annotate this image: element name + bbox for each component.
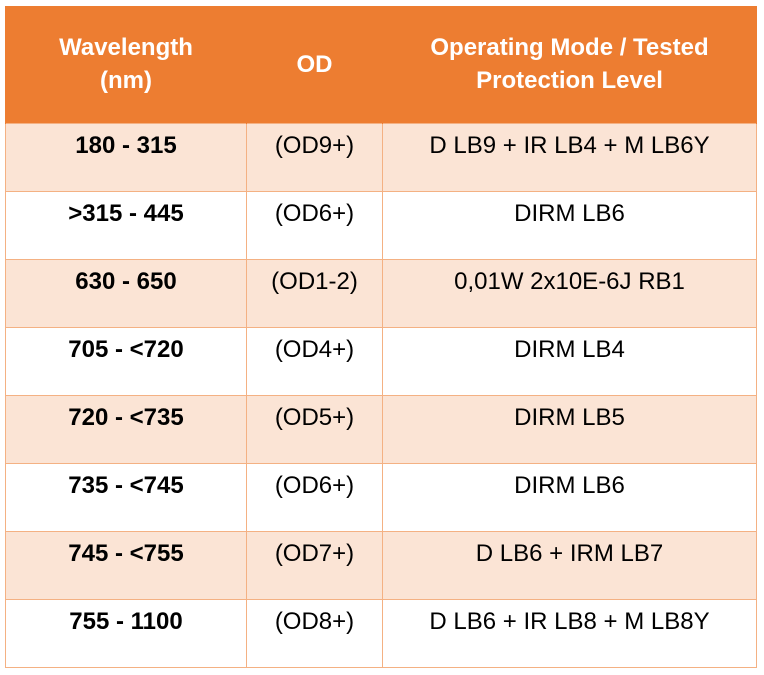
wavelength-cell: 705 - <720 (5, 326, 247, 396)
table-row: 720 - <735 (OD5+) DIRM LB5 (5, 394, 757, 464)
od-cell: (OD5+) (246, 394, 383, 464)
table-body: 180 - 315 (OD9+) D LB9 + IR LB4 + M LB6Y… (5, 122, 757, 668)
laser-protection-table: Wavelength (nm) OD Operating Mode / Test… (5, 6, 757, 668)
od-cell: (OD1-2) (246, 258, 383, 328)
od-cell: (OD9+) (246, 122, 383, 192)
table-row: 755 - 1100 (OD8+) D LB6 + IR LB8 + M LB8… (5, 598, 757, 668)
header-od-line-1: OD (296, 50, 333, 78)
table-row: >315 - 445 (OD6+) DIRM LB6 (5, 190, 757, 260)
header-operating-mode: Operating Mode / Tested Protection Level (382, 6, 757, 123)
wavelength-cell: >315 - 445 (5, 190, 247, 260)
header-od: OD (246, 6, 383, 123)
od-cell: (OD7+) (246, 530, 383, 600)
od-cell: (OD8+) (246, 598, 383, 668)
mode-cell: DIRM LB5 (382, 394, 757, 464)
table-header: Wavelength (nm) OD Operating Mode / Test… (5, 6, 757, 123)
wavelength-cell: 745 - <755 (5, 530, 247, 600)
header-operating-mode-line-1: Operating Mode / Tested (430, 34, 709, 62)
header-operating-mode-line-2: Protection Level (476, 67, 663, 95)
wavelength-cell: 735 - <745 (5, 462, 247, 532)
mode-cell: DIRM LB6 (382, 190, 757, 260)
wavelength-cell: 630 - 650 (5, 258, 247, 328)
table-row: 705 - <720 (OD4+) DIRM LB4 (5, 326, 757, 396)
table-row: 735 - <745 (OD6+) DIRM LB6 (5, 462, 757, 532)
mode-cell: D LB6 + IRM LB7 (382, 530, 757, 600)
wavelength-cell: 180 - 315 (5, 122, 247, 192)
wavelength-cell: 720 - <735 (5, 394, 247, 464)
mode-cell: D LB9 + IR LB4 + M LB6Y (382, 122, 757, 192)
mode-cell: D LB6 + IR LB8 + M LB8Y (382, 598, 757, 668)
od-cell: (OD6+) (246, 462, 383, 532)
table-row: 630 - 650 (OD1-2) 0,01W 2x10E-6J RB1 (5, 258, 757, 328)
header-wavelength-line-2: (nm) (100, 67, 152, 95)
table-row: 745 - <755 (OD7+) D LB6 + IRM LB7 (5, 530, 757, 600)
mode-cell: DIRM LB4 (382, 326, 757, 396)
wavelength-cell: 755 - 1100 (5, 598, 247, 668)
header-wavelength: Wavelength (nm) (5, 6, 247, 123)
od-cell: (OD6+) (246, 190, 383, 260)
od-cell: (OD4+) (246, 326, 383, 396)
table-row: 180 - 315 (OD9+) D LB9 + IR LB4 + M LB6Y (5, 122, 757, 192)
header-row: Wavelength (nm) OD Operating Mode / Test… (5, 6, 757, 123)
mode-cell: DIRM LB6 (382, 462, 757, 532)
mode-cell: 0,01W 2x10E-6J RB1 (382, 258, 757, 328)
protection-table-container: Wavelength (nm) OD Operating Mode / Test… (5, 6, 757, 668)
header-wavelength-line-1: Wavelength (59, 34, 193, 62)
